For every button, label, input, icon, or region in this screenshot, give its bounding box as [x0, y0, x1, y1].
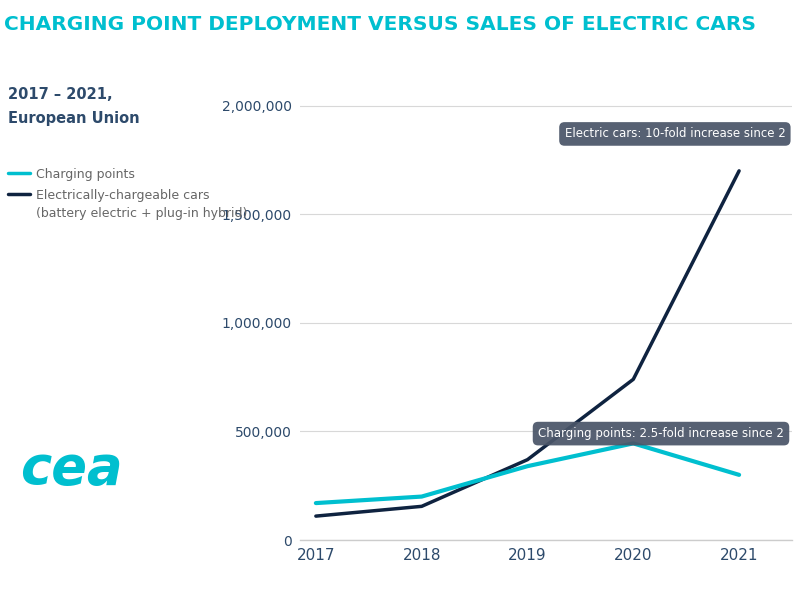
Text: Charging points: 2.5-fold increase since 2: Charging points: 2.5-fold increase since…: [538, 427, 784, 440]
Text: European Union: European Union: [8, 111, 140, 126]
Text: (battery electric + plug-in hybrid): (battery electric + plug-in hybrid): [36, 207, 247, 220]
Text: Electric cars: 10-fold increase since 2: Electric cars: 10-fold increase since 2: [565, 127, 786, 140]
Text: CHARGING POINT DEPLOYMENT VERSUS SALES OF ELECTRIC CARS: CHARGING POINT DEPLOYMENT VERSUS SALES O…: [4, 15, 756, 34]
Text: 2017 – 2021,: 2017 – 2021,: [8, 87, 113, 102]
Text: Charging points: Charging points: [36, 168, 135, 181]
Text: Electrically-chargeable cars: Electrically-chargeable cars: [36, 189, 210, 202]
Text: cea: cea: [20, 443, 122, 495]
